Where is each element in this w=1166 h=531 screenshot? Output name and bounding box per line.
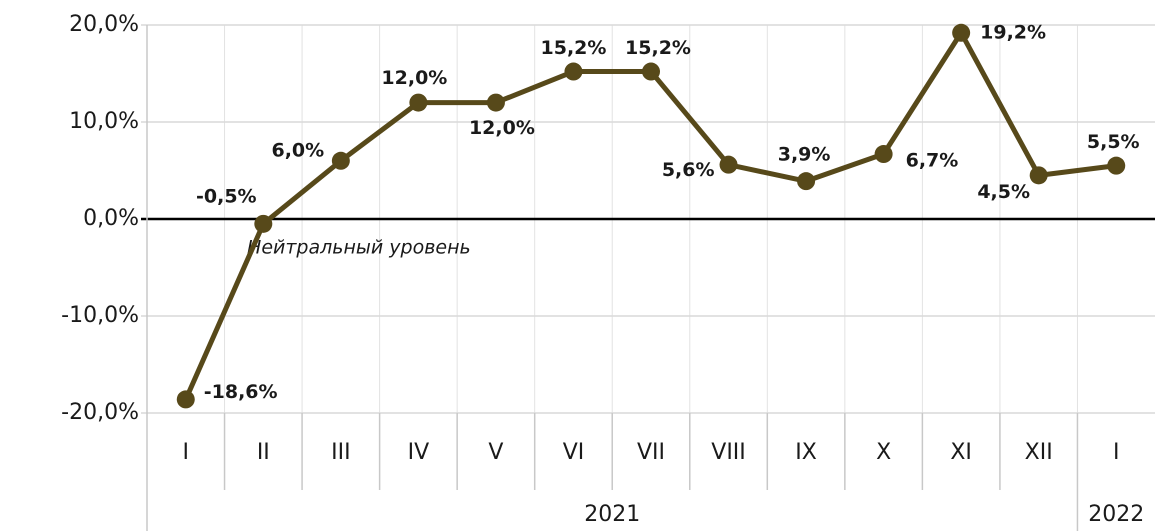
data-label: 3,9% [778, 144, 831, 166]
point [1107, 156, 1126, 175]
point [564, 62, 583, 81]
x-tick-label: XII [1025, 440, 1053, 465]
x-tick-label: VIII [711, 440, 746, 465]
point [797, 172, 816, 191]
x-tick-label: III [331, 440, 350, 465]
y-tick-label: 10,0% [69, 109, 139, 134]
data-label: -0,5% [196, 185, 257, 207]
group-label: 2021 [584, 502, 640, 527]
point [254, 214, 273, 233]
x-tick-label: IV [408, 440, 430, 465]
data-label: 6,0% [271, 139, 324, 161]
x-tick-label: VII [637, 440, 665, 465]
x-tick-label: X [876, 440, 891, 465]
x-tick-label: V [488, 440, 503, 465]
y-tick-label: 0,0% [83, 206, 139, 231]
y-tick-label: -20,0% [61, 400, 139, 425]
y-tick-label: 20,0% [69, 12, 139, 37]
annotation: Нейтральный уровень [247, 237, 471, 259]
point [952, 23, 971, 42]
data-label: 15,2% [625, 37, 691, 59]
x-tick-label: I [183, 440, 190, 465]
point [719, 155, 738, 174]
data-label: 12,0% [469, 117, 535, 139]
x-tick-label: IX [795, 440, 817, 465]
point [874, 145, 893, 164]
point [409, 93, 428, 112]
data-label: 4,5% [977, 181, 1030, 203]
point [331, 151, 350, 170]
data-label: 6,7% [906, 150, 959, 172]
point [486, 93, 505, 112]
y-tick-label: -10,0% [61, 303, 139, 328]
data-label: 5,5% [1087, 131, 1140, 153]
data-label: -18,6% [204, 381, 278, 403]
point [642, 62, 660, 81]
data-label: 19,2% [980, 21, 1046, 43]
point [1029, 166, 1048, 185]
point [176, 390, 195, 409]
x-tick-label: VI [563, 440, 585, 465]
x-tick-label: II [257, 440, 270, 465]
x-tick-label: I [1113, 440, 1120, 465]
line [183, 30, 1117, 401]
data-label: 12,0% [381, 67, 447, 89]
data-label: 15,2% [541, 37, 607, 59]
x-tick-label: XI [950, 440, 972, 465]
data-label: 5,6% [662, 159, 715, 181]
group-label: 2022 [1088, 502, 1144, 527]
